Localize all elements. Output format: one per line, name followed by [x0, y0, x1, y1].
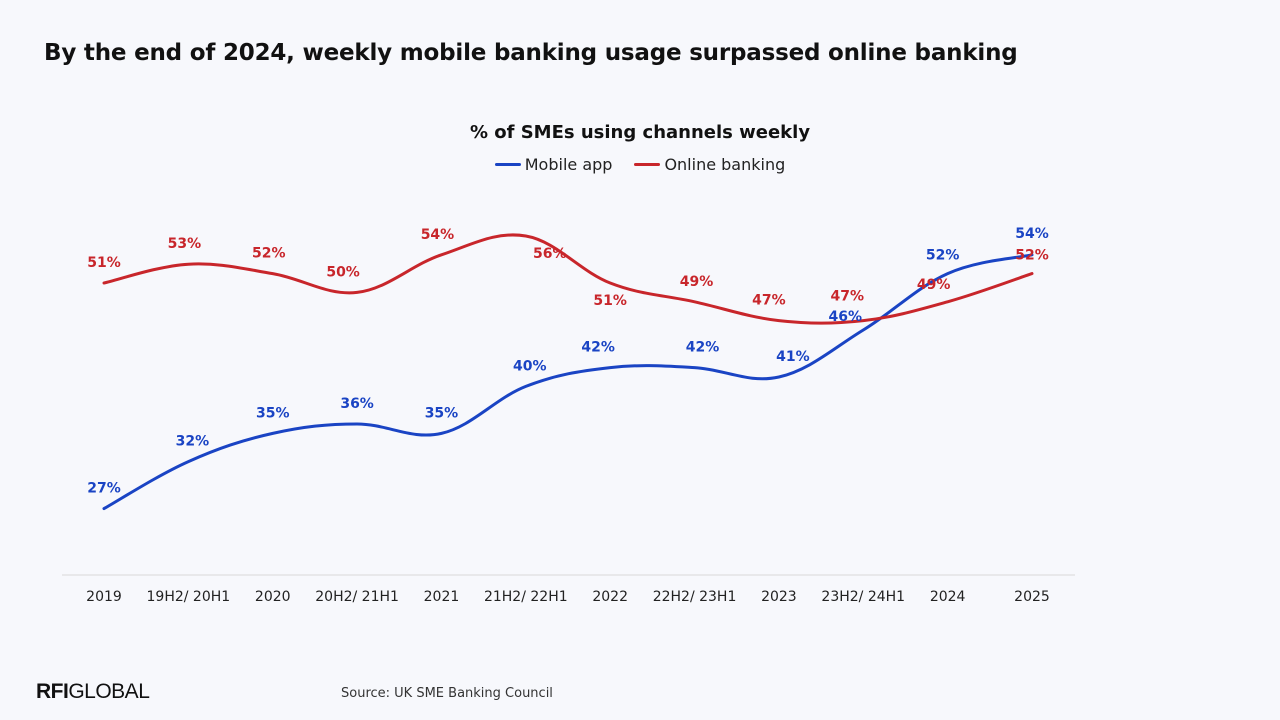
legend-label-mobile: Mobile app	[524, 155, 613, 174]
legend-item-online: Online banking	[634, 155, 785, 174]
data-label-mobile: 52%	[926, 248, 960, 264]
data-label-online: 56%	[533, 246, 567, 262]
x-tick-label: 2020	[255, 589, 291, 605]
x-tick-label: 2024	[930, 589, 966, 605]
data-label-online: 51%	[593, 293, 627, 309]
x-tick-label: 2021	[424, 589, 460, 605]
data-label-online: 49%	[917, 277, 951, 293]
chart-legend: Mobile app Online banking	[0, 155, 1280, 174]
data-label-mobile: 32%	[176, 434, 210, 450]
data-label-online: 54%	[421, 227, 455, 243]
series-line-mobile	[102, 253, 1034, 511]
x-tick-label: 2019	[86, 589, 122, 605]
data-label-mobile: 40%	[513, 358, 547, 374]
data-label-mobile: 36%	[340, 396, 374, 412]
data-label-mobile: 27%	[87, 481, 121, 497]
data-label-online: 47%	[752, 293, 786, 309]
data-label-mobile: 42%	[686, 340, 720, 356]
series-line-online	[102, 233, 1034, 325]
series-lines	[102, 233, 1034, 511]
data-label-online: 49%	[680, 274, 714, 290]
data-label-online: 53%	[168, 236, 202, 252]
data-label-online: 47%	[831, 289, 865, 305]
x-tick-label: 21H2/ 22H1	[484, 589, 568, 605]
legend-swatch-mobile	[494, 163, 521, 166]
x-tick-label: 2022	[592, 589, 628, 605]
data-label-online: 52%	[1015, 248, 1049, 264]
x-tick-label: 23H2/ 24H1	[821, 589, 905, 605]
chart-title: % of SMEs using channels weekly	[469, 122, 811, 143]
source-note: Source: UK SME Banking Council	[341, 686, 553, 701]
data-label-online: 50%	[326, 264, 360, 280]
legend-item-mobile: Mobile app	[494, 155, 613, 174]
x-tick-label: 2023	[761, 589, 797, 605]
page-headline: By the end of 2024, weekly mobile bankin…	[44, 40, 1018, 66]
data-labels: 27% 32% 35% 36% 35% 40% 42% 42% 41% 46% 52% 54% 51% 5…	[87, 226, 1049, 497]
data-label-online: 52%	[252, 246, 286, 262]
x-tick-label: 22H2/ 23H1	[653, 589, 737, 605]
rfi-global-logo: RFIGLOBAL	[36, 680, 150, 703]
x-axis-ticks: 2019 19H2/ 20H1 2020 20H2/ 21H1 2021 21H2/ 22…	[86, 589, 1050, 605]
data-label-mobile: 42%	[581, 340, 615, 356]
data-label-mobile: 35%	[256, 405, 290, 421]
data-label-mobile: 35%	[425, 405, 459, 421]
data-label-mobile: 46%	[829, 309, 863, 325]
data-label-mobile: 54%	[1015, 226, 1049, 242]
legend-swatch-online	[634, 163, 661, 166]
legend-label-online: Online banking	[664, 155, 786, 174]
x-tick-label: 20H2/ 21H1	[315, 589, 399, 605]
data-label-online: 51%	[87, 255, 121, 271]
x-tick-label: 19H2/ 20H1	[147, 589, 231, 605]
x-tick-label: 2025	[1014, 589, 1050, 605]
data-label-mobile: 41%	[776, 349, 810, 365]
